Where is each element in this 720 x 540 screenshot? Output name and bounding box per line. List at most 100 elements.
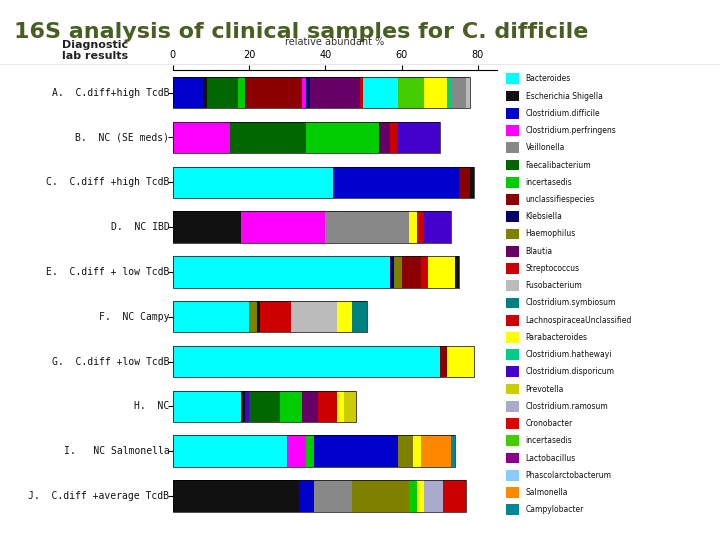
Text: Clostridium.ramosum: Clostridium.ramosum [526, 402, 608, 411]
Bar [173, 301, 249, 333]
Bar [379, 122, 390, 153]
Bar [344, 390, 356, 422]
Bar [256, 301, 261, 333]
Bar [173, 390, 241, 422]
Bar [506, 177, 519, 187]
Bar [428, 256, 455, 288]
Bar [310, 77, 359, 109]
Bar [506, 143, 519, 153]
Bar [390, 256, 394, 288]
Text: Clostridium.difficile: Clostridium.difficile [526, 109, 600, 118]
Bar [318, 390, 337, 422]
Text: Blautia: Blautia [526, 247, 553, 256]
Bar [424, 480, 444, 512]
Bar [302, 77, 306, 109]
Bar [420, 256, 428, 288]
Bar [241, 390, 246, 422]
Bar [203, 77, 207, 109]
Bar [173, 435, 287, 467]
Bar [506, 108, 519, 119]
Bar [306, 77, 310, 109]
Text: Clostridium.perfringens: Clostridium.perfringens [526, 126, 616, 135]
Bar [364, 77, 397, 109]
Text: C.  C.diff +high TcdB: C. C.diff +high TcdB [46, 177, 169, 187]
Bar [459, 166, 470, 198]
Text: H.  NC: H. NC [134, 401, 169, 411]
Bar [246, 390, 249, 422]
Bar [333, 166, 459, 198]
Bar [455, 256, 459, 288]
Bar [173, 346, 440, 377]
Bar [506, 401, 519, 411]
Bar [506, 246, 519, 256]
Bar [506, 194, 519, 205]
Bar [325, 211, 409, 243]
Bar [506, 435, 519, 446]
Bar [409, 211, 417, 243]
Bar [173, 77, 470, 109]
Bar [409, 480, 417, 512]
Bar [306, 435, 314, 467]
Bar [413, 435, 420, 467]
Text: LachnospiraceaUnclassified: LachnospiraceaUnclassified [526, 316, 632, 325]
Bar [424, 77, 447, 109]
Bar [506, 453, 519, 463]
Bar [173, 301, 367, 333]
Bar [337, 390, 344, 422]
Bar [207, 77, 238, 109]
Bar [249, 390, 279, 422]
Bar [506, 504, 519, 515]
Text: Prevotella: Prevotella [526, 384, 564, 394]
Bar [506, 228, 519, 239]
Bar [440, 346, 447, 377]
Text: E.  C.diff + low TcdB: E. C.diff + low TcdB [46, 267, 169, 277]
Bar [506, 384, 519, 395]
Text: Cronobacter: Cronobacter [526, 419, 573, 428]
Text: Haemophilus: Haemophilus [526, 230, 576, 239]
Bar [506, 332, 519, 343]
Text: Phascolarctobacterum: Phascolarctobacterum [526, 471, 611, 480]
Text: A.  C.diff+high TcdB: A. C.diff+high TcdB [52, 87, 169, 98]
Bar [314, 435, 397, 467]
Bar [173, 211, 241, 243]
Text: Klebsiella: Klebsiella [526, 212, 562, 221]
Bar [173, 256, 390, 288]
Text: Salmonella: Salmonella [526, 488, 568, 497]
Bar [337, 301, 352, 333]
Bar [173, 77, 203, 109]
Bar [291, 301, 337, 333]
Bar [352, 301, 367, 333]
Bar [417, 480, 424, 512]
Bar [173, 211, 451, 243]
Bar [506, 280, 519, 291]
Text: I.   NC Salmonella: I. NC Salmonella [63, 446, 169, 456]
Bar [390, 122, 397, 153]
Text: Parabacteroides: Parabacteroides [526, 333, 588, 342]
Text: Diagnostic
lab results: Diagnostic lab results [62, 39, 128, 61]
Bar [506, 91, 519, 102]
Text: Bacteroides: Bacteroides [526, 75, 571, 83]
Bar [230, 122, 306, 153]
Bar [447, 346, 474, 377]
Bar [173, 122, 440, 153]
Bar [173, 346, 474, 377]
Bar [299, 480, 314, 512]
Bar [394, 256, 402, 288]
Bar [173, 390, 356, 422]
Bar [424, 211, 451, 243]
Text: Clostridium.symbiosum: Clostridium.symbiosum [526, 299, 616, 307]
Bar [506, 487, 519, 498]
Bar [173, 435, 455, 467]
Bar [506, 315, 519, 326]
Bar [455, 480, 467, 512]
Text: Veillonella: Veillonella [526, 143, 565, 152]
Bar [506, 349, 519, 360]
Text: Campylobacter: Campylobacter [526, 505, 584, 514]
Bar [506, 263, 519, 274]
Bar [470, 166, 474, 198]
Text: Clostridium.disporicum: Clostridium.disporicum [526, 367, 615, 376]
Text: F.  NC Campy: F. NC Campy [99, 312, 169, 322]
Text: Escherichia Shigella: Escherichia Shigella [526, 92, 603, 100]
Text: Faecalibacterium: Faecalibacterium [526, 160, 591, 170]
Bar [261, 301, 291, 333]
